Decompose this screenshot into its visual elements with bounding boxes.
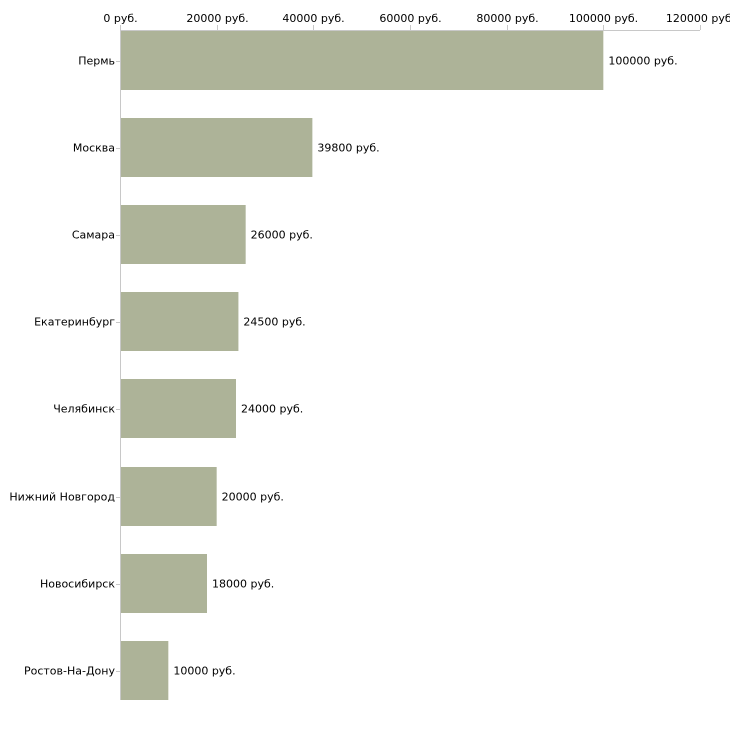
value-label: 26000 руб. bbox=[251, 229, 313, 242]
x-tick-label: 60000 руб. bbox=[379, 12, 441, 25]
category-label: Ростов-На-Дону bbox=[24, 665, 115, 678]
category-label: Нижний Новгород bbox=[9, 491, 115, 504]
category-label: Екатеринбург bbox=[34, 316, 115, 329]
x-tick-label: 40000 руб. bbox=[282, 12, 344, 25]
x-tick-label: 20000 руб. bbox=[186, 12, 248, 25]
y-axis: Пермь Москва Самара Екатеринбург Челябинск Ни… bbox=[9, 30, 121, 700]
x-tick-label: 120000 руб. bbox=[666, 12, 730, 25]
value-label: 24000 руб. bbox=[241, 403, 303, 416]
category-label: Москва bbox=[73, 142, 115, 155]
x-axis: 0 руб. 20000 руб. 40000 руб. 60000 руб. 8000… bbox=[103, 12, 730, 31]
bar bbox=[121, 118, 313, 177]
bar bbox=[121, 379, 236, 438]
bar bbox=[121, 641, 169, 700]
bar bbox=[121, 467, 217, 526]
category-label: Пермь bbox=[78, 55, 115, 68]
bar bbox=[121, 31, 604, 90]
value-label: 10000 руб. bbox=[173, 665, 235, 678]
x-tick-label: 80000 руб. bbox=[476, 12, 538, 25]
bar bbox=[121, 554, 207, 613]
x-tick-label: 0 руб. bbox=[103, 12, 137, 25]
x-tick-label: 100000 руб. bbox=[569, 12, 638, 25]
category-label: Новосибирск bbox=[40, 578, 115, 591]
bars-group bbox=[121, 31, 604, 700]
category-label: Самара bbox=[72, 229, 115, 242]
value-label: 39800 руб. bbox=[317, 142, 379, 155]
value-label: 100000 руб. bbox=[608, 55, 677, 68]
value-label: 18000 руб. bbox=[212, 578, 274, 591]
value-label: 24500 руб. bbox=[243, 316, 305, 329]
value-label: 20000 руб. bbox=[222, 491, 284, 504]
value-labels-group: 100000 руб. 39800 руб. 26000 руб. 24500 руб… bbox=[173, 55, 677, 678]
bar bbox=[121, 292, 239, 351]
category-label: Челябинск bbox=[53, 403, 115, 416]
bar bbox=[121, 205, 246, 264]
